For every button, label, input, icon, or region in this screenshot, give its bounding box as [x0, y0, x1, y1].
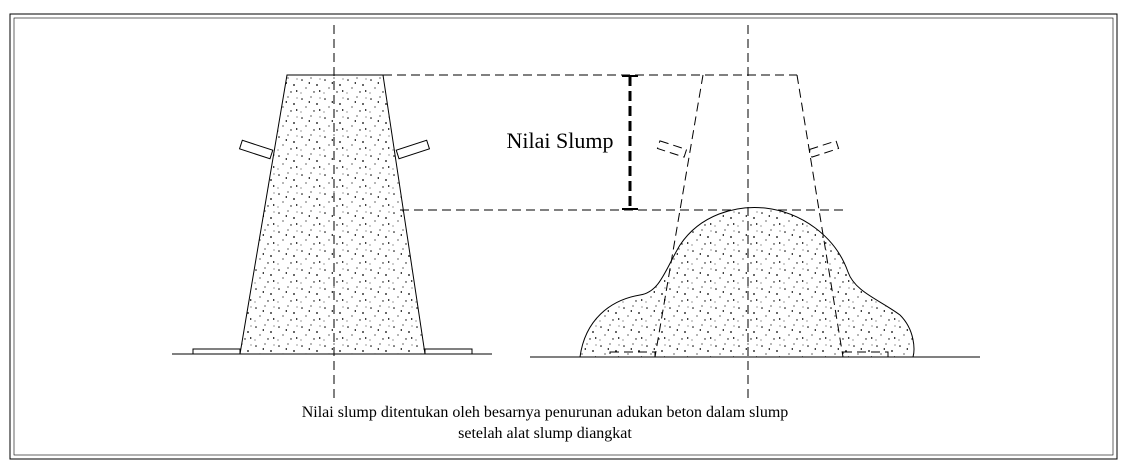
cone-slumped	[530, 25, 980, 398]
frame	[9, 13, 1118, 460]
dimension: Nilai Slump	[383, 74, 848, 211]
caption-line: setelah alat slump diangkat	[458, 425, 632, 442]
cone-filled	[172, 25, 492, 398]
caption-line: Nilai slump ditentukan oleh besarnya pen…	[302, 404, 789, 421]
frame-inner	[13, 17, 1114, 456]
slump-label: Nilai Slump	[507, 128, 614, 153]
